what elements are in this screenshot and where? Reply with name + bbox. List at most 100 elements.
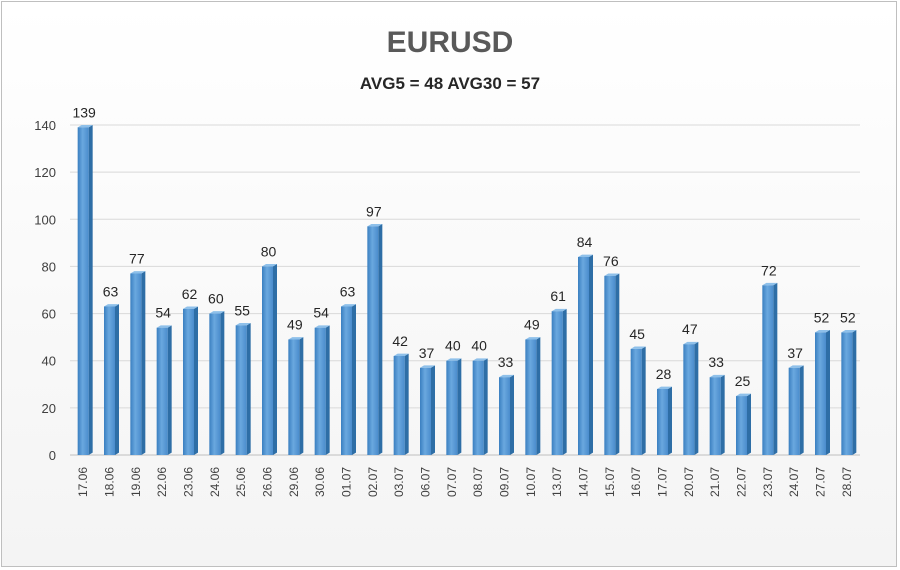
bar: [499, 377, 510, 455]
bar-top: [762, 282, 778, 286]
bar: [446, 360, 458, 455]
x-tick-label: 25.06: [234, 467, 248, 497]
bar: [262, 266, 273, 455]
bar: [630, 348, 642, 455]
bar-side: [694, 341, 699, 455]
data-label: 33: [498, 354, 514, 370]
bar-top: [551, 308, 567, 312]
bar-top: [314, 325, 330, 328]
bar-side: [194, 306, 198, 455]
bar-side: [589, 254, 593, 455]
bar-side: [88, 124, 93, 455]
x-tick-label: 24.07: [787, 467, 801, 497]
data-label: 28: [656, 366, 672, 382]
bar: [709, 377, 721, 455]
data-label: 40: [471, 338, 487, 354]
x-tick-label: 21.07: [708, 467, 722, 497]
bar-side: [615, 273, 620, 455]
bar-side: [668, 386, 672, 455]
bar-top: [472, 358, 488, 361]
bar-top: [788, 365, 804, 368]
bar-top: [683, 341, 699, 345]
x-tick-label: 30.06: [313, 467, 327, 497]
y-tick-label: 100: [34, 212, 56, 227]
bar-side: [273, 264, 277, 455]
x-tick-label: 09.07: [498, 467, 512, 497]
data-label: 61: [550, 288, 566, 304]
bar-top: [209, 311, 225, 314]
x-tick-label: 17.06: [76, 467, 90, 497]
bar-side: [641, 346, 646, 455]
bar: [525, 339, 537, 455]
x-tick-label: 17.07: [656, 467, 670, 497]
chart-title: EURUSD: [386, 26, 514, 59]
data-label: 52: [814, 309, 830, 325]
bar: [77, 127, 89, 455]
x-tick-label: 29.06: [287, 467, 301, 497]
x-tick-label: 19.06: [129, 467, 143, 497]
bar: [815, 332, 826, 455]
data-label: 60: [208, 291, 224, 307]
data-label: 42: [392, 333, 408, 349]
bar: [657, 389, 668, 455]
bar: [578, 257, 589, 455]
bar-top: [341, 304, 356, 307]
y-tick-label: 40: [42, 354, 56, 369]
y-tick-label: 140: [34, 118, 56, 133]
bar-side: [826, 330, 830, 455]
bar: [288, 339, 300, 455]
bar-top: [183, 306, 198, 309]
data-label: 47: [682, 321, 698, 337]
bar-side: [773, 282, 778, 455]
bar-side: [220, 311, 225, 455]
bar: [551, 311, 563, 455]
data-label: 54: [313, 305, 329, 321]
data-label: 25: [735, 373, 751, 389]
x-tick-label: 10.07: [524, 467, 538, 497]
bar-side: [431, 365, 435, 455]
bar-top: [630, 346, 646, 349]
y-tick-label: 120: [34, 165, 56, 180]
x-tick-label: 13.07: [550, 467, 564, 497]
bar-top: [709, 374, 725, 378]
x-tick-label: 27.07: [814, 467, 828, 497]
data-label: 80: [261, 243, 277, 259]
data-label: 97: [366, 203, 382, 219]
bar-top: [235, 322, 251, 326]
bar-top: [841, 330, 857, 333]
bar-top: [367, 223, 383, 227]
data-label: 54: [155, 305, 171, 321]
bar-side: [325, 325, 330, 455]
x-tick-label: 16.07: [629, 467, 643, 497]
bar-side: [536, 337, 541, 455]
data-label: 40: [445, 338, 461, 354]
bar-side: [115, 304, 119, 455]
bar-side: [167, 325, 172, 455]
x-tick-label: 22.06: [155, 467, 169, 497]
x-tick-label: 18.06: [103, 467, 117, 497]
data-label: 45: [629, 326, 645, 342]
data-label: 139: [72, 104, 96, 120]
bar-top: [156, 325, 172, 328]
x-tick-label: 20.07: [682, 467, 696, 497]
bar-side: [246, 322, 251, 455]
bar-side: [404, 353, 409, 455]
data-label: 33: [708, 354, 724, 370]
bar-side: [720, 374, 725, 455]
bar: [420, 367, 431, 455]
x-tick-label: 23.06: [182, 467, 196, 497]
y-tick-label: 0: [49, 448, 56, 463]
data-label: 49: [524, 317, 540, 333]
bar-top: [393, 353, 409, 356]
bar: [104, 306, 115, 455]
x-tick-label: 03.07: [392, 467, 406, 497]
data-label: 55: [234, 302, 250, 318]
bar: [367, 226, 379, 455]
x-tick-label: 08.07: [471, 467, 485, 497]
x-tick-label: 15.07: [603, 467, 617, 497]
bar-top: [288, 337, 304, 340]
y-tick-label: 80: [42, 259, 56, 274]
data-label: 37: [419, 345, 435, 361]
